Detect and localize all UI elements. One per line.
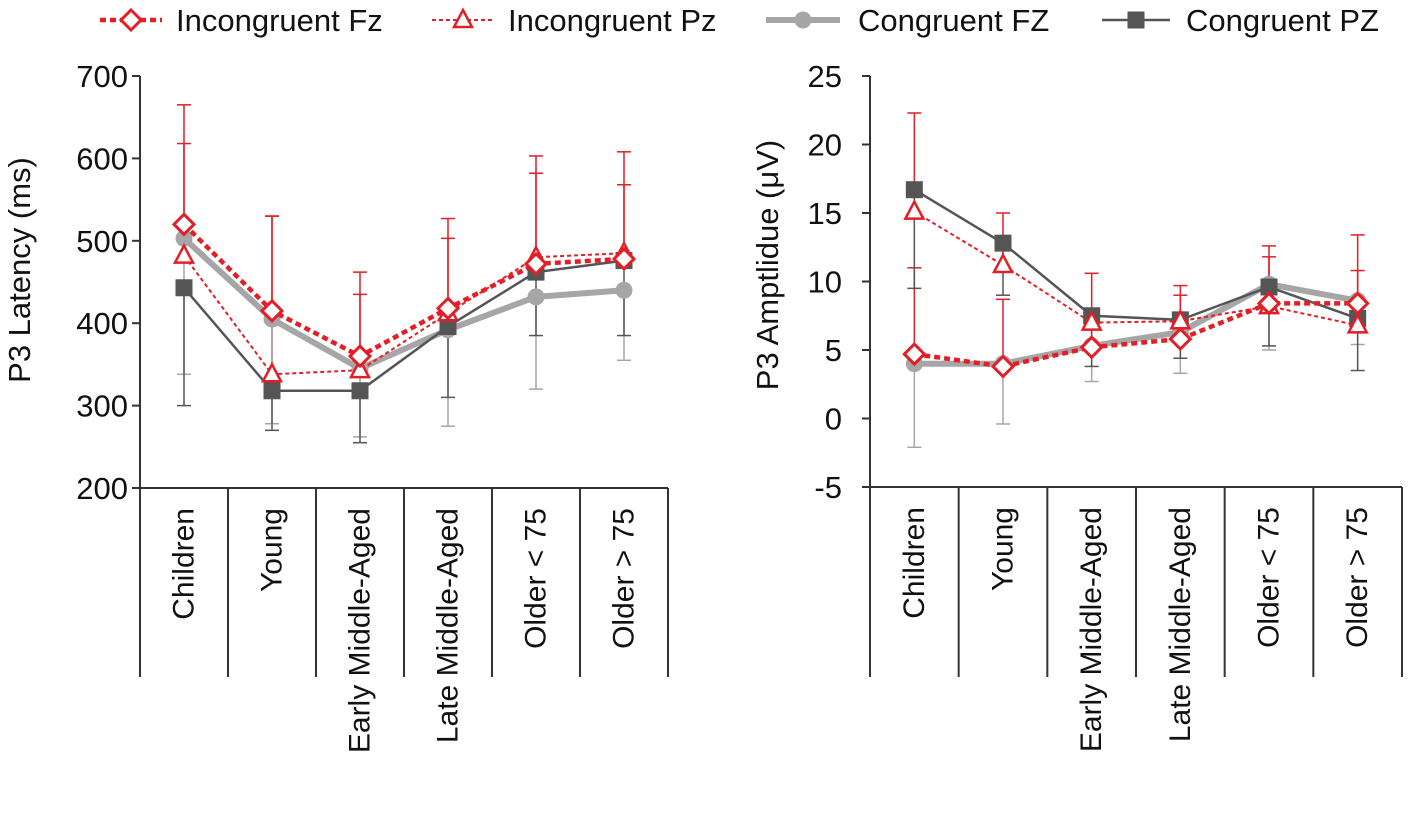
latency-chart: P3 Latency (ms) 200 300 400 500 600 700 Childre… — [2, 59, 669, 753]
incongruent-fz-series — [902, 291, 1370, 379]
y-tick-label: 400 — [76, 306, 128, 341]
category-label: Older > 75 — [1341, 507, 1374, 648]
congruent-pz-series — [905, 181, 1367, 329]
congruent-pz-point — [263, 382, 281, 400]
congruent-pz-point — [905, 181, 923, 199]
incongruent-fz-point — [902, 341, 927, 367]
category-label: Older < 75 — [1253, 507, 1286, 648]
category-label: Young — [987, 507, 1020, 591]
y-tick-label: 10 — [808, 265, 842, 300]
incongruent-fz-point — [611, 246, 637, 272]
congruent-fz-point — [175, 229, 193, 247]
y-tick-label: 200 — [76, 471, 128, 506]
y-tick-label: 600 — [76, 141, 128, 176]
incongruent-pz-point — [260, 361, 284, 383]
y-tick-label: 0 — [825, 402, 842, 437]
incongruent-pz-point — [991, 252, 1015, 274]
incongruent-fz-point — [259, 298, 285, 323]
incongruent-fz-error-bars — [177, 104, 631, 357]
congruent-pz-legend-label: Congruent PZ — [1186, 3, 1379, 38]
congruent-pz-line — [183, 259, 625, 393]
incongruent-pz-point — [172, 242, 196, 264]
incongruent-fz-legend-label: Incongruent Fz — [176, 3, 383, 38]
congruent-pz-point — [439, 317, 457, 335]
incongruent-pz-legend-marker — [451, 7, 475, 29]
y-tick-label: 20 — [808, 128, 842, 163]
congruent-pz-point — [994, 234, 1012, 252]
congruent-pz-line — [913, 188, 1359, 322]
congruent-pz-legend-marker — [1127, 11, 1145, 29]
y-tick-label: 700 — [76, 59, 128, 94]
incongruent-pz-point — [903, 198, 926, 220]
congruent-fz-legend-marker — [794, 11, 812, 29]
category-label: Early Middle-Aged — [1075, 507, 1108, 752]
congruent-pz-series — [175, 252, 633, 400]
y-tick-label: 500 — [76, 224, 128, 259]
incongruent-fz-point — [1256, 291, 1282, 316]
incongruent-fz-point — [990, 354, 1016, 379]
category-label: Children — [168, 508, 201, 620]
congruent-fz-legend-label: Congruent FZ — [858, 3, 1049, 38]
category-label: Late Middle-Aged — [432, 508, 465, 743]
y-tick-label: -5 — [814, 470, 842, 505]
legend: Incongruent Fz Incongruent Pz Congruent FZ… — [100, 3, 1379, 38]
y-axis-label: P3 Amptlidue (μV) — [750, 140, 785, 390]
incongruent-pz-error-bars — [177, 142, 631, 375]
category-label: Young — [256, 508, 289, 592]
incongruent-pz-series — [172, 240, 636, 383]
congruent-fz-series — [175, 229, 633, 378]
incongruent-pz-line — [913, 210, 1358, 327]
amplitude-chart: P3 Amptlidue (μV) -5 0 5 10 15 20 25 Children You… — [750, 59, 1403, 752]
congruent-pz-point — [351, 382, 369, 400]
incongruent-fz-point — [523, 251, 549, 276]
incongruent-pz-point — [1346, 312, 1369, 334]
congruent-pz-point — [1260, 278, 1278, 296]
incongruent-fz-point — [347, 344, 373, 369]
category-label: Older > 75 — [608, 508, 641, 649]
incongruent-pz-line — [183, 252, 625, 376]
congruent-fz-line — [181, 236, 625, 372]
y-tick-label: 300 — [76, 389, 128, 424]
incongruent-fz-line — [914, 301, 1358, 369]
y-axis-label: P3 Latency (ms) — [2, 157, 37, 383]
incongruent-pz-point — [1080, 309, 1103, 331]
y-tick-label: 25 — [808, 59, 842, 94]
incongruent-fz-point — [1168, 326, 1193, 352]
incongruent-fz-legend-marker — [118, 7, 144, 33]
incongruent-fz-point — [1345, 291, 1370, 316]
y-tick-label: 15 — [808, 196, 842, 231]
congruent-fz-series — [905, 275, 1367, 373]
incongruent-fz-point — [171, 212, 197, 237]
incongruent-fz-point — [435, 296, 461, 321]
incongruent-fz-series — [171, 212, 637, 369]
incongruent-pz-series — [903, 198, 1369, 334]
incongruent-fz-line — [182, 222, 625, 359]
incongruent-fz-point — [1079, 335, 1104, 360]
incongruent-pz-error-bars — [907, 112, 1365, 326]
incongruent-pz-point — [348, 357, 372, 379]
category-label: Late Middle-Aged — [1164, 507, 1197, 742]
category-label: Children — [898, 507, 931, 619]
category-label: Older < 75 — [520, 508, 553, 649]
incongruent-pz-legend-label: Incongruent Pz — [508, 3, 717, 38]
congruent-fz-point — [527, 288, 545, 306]
category-label: Early Middle-Aged — [344, 508, 377, 753]
congruent-pz-point — [175, 279, 193, 297]
y-tick-label: 5 — [825, 333, 842, 368]
congruent-fz-point — [615, 281, 633, 299]
